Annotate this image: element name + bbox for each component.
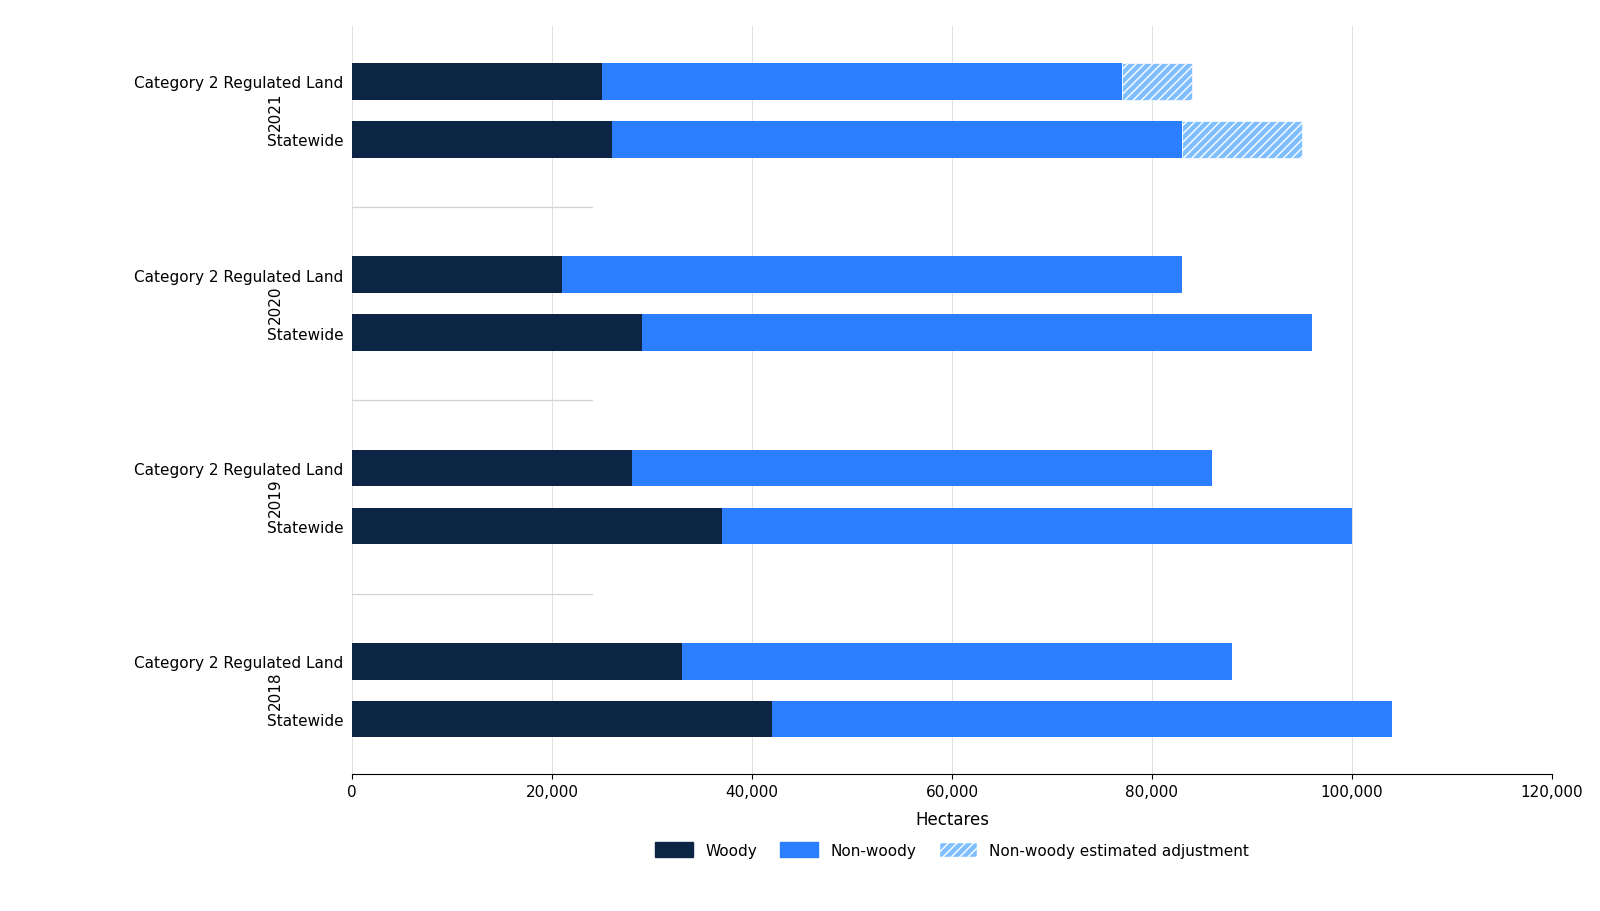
Bar [352, 450, 632, 486]
Bar [771, 701, 1392, 738]
Bar [611, 122, 1182, 159]
Bar [682, 643, 1232, 680]
Bar [352, 64, 602, 101]
Bar [722, 508, 1352, 545]
Text: 2019: 2019 [269, 478, 283, 517]
Bar [562, 257, 1182, 293]
Text: 2020: 2020 [269, 285, 283, 323]
Bar [632, 450, 1213, 486]
Bar [352, 315, 642, 352]
X-axis label: Hectares: Hectares [915, 810, 989, 828]
Bar [352, 701, 771, 738]
Bar [352, 508, 722, 545]
Text: 2018: 2018 [269, 671, 283, 710]
Bar [352, 122, 611, 159]
Bar [642, 315, 1312, 352]
Bar [352, 643, 682, 680]
Bar [1182, 122, 1302, 159]
Bar [602, 64, 1122, 101]
Text: 2021: 2021 [269, 92, 283, 130]
Bar [1122, 64, 1192, 101]
Bar [352, 257, 562, 293]
Legend: Woody, Non-woody, Non-woody estimated adjustment: Woody, Non-woody, Non-woody estimated ad… [648, 835, 1256, 864]
